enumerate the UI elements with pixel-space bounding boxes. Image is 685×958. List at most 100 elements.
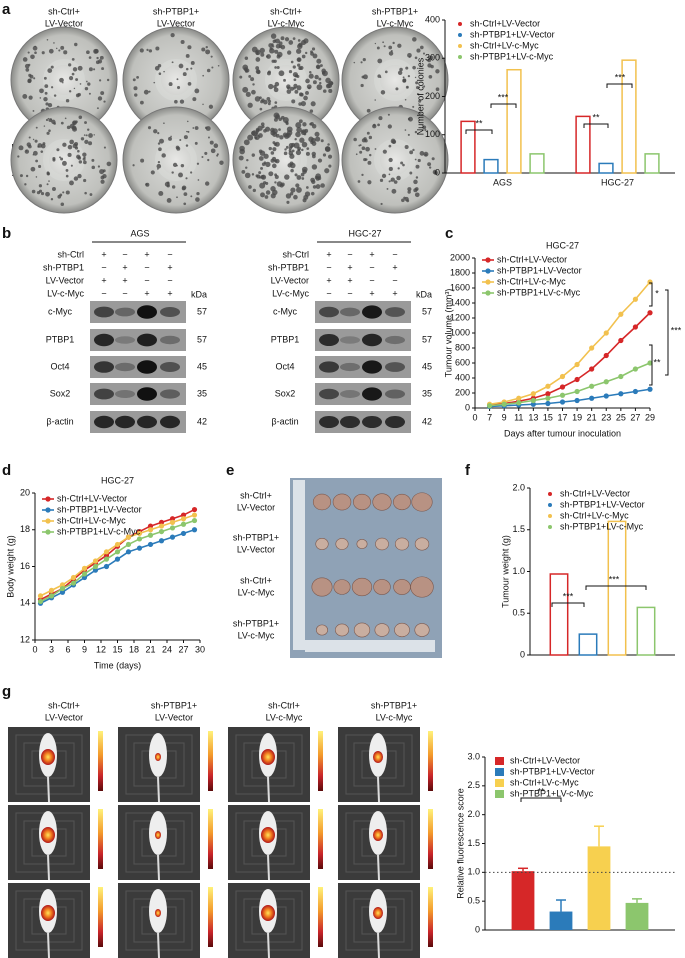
colony — [288, 40, 294, 45]
y-tick-label: 0.5 — [512, 608, 525, 618]
protein-label: β-actin — [46, 416, 73, 426]
bar — [636, 606, 656, 656]
colony — [196, 162, 200, 165]
data-point — [59, 589, 66, 595]
legend-swatch — [495, 779, 504, 787]
panel-label: a — [2, 1, 11, 18]
colony — [312, 80, 317, 85]
colony — [40, 150, 44, 153]
colony — [298, 42, 303, 48]
colony — [79, 83, 82, 85]
legend-marker — [548, 525, 552, 529]
colony — [260, 52, 265, 57]
colony — [250, 77, 255, 82]
x-tick-label: 27 — [178, 644, 188, 654]
colony — [286, 89, 292, 94]
legend-label: sh-Ctrl+LV-Vector — [497, 254, 567, 264]
colony — [302, 122, 307, 127]
blot-band — [94, 333, 114, 347]
colony — [391, 188, 397, 194]
colony — [60, 45, 65, 50]
colony — [73, 176, 79, 181]
colony — [365, 146, 370, 152]
colony — [301, 54, 306, 59]
column-label: sh-Ctrl+ — [268, 700, 300, 710]
colony — [209, 140, 214, 145]
colony — [25, 68, 30, 72]
colony — [18, 145, 24, 151]
colony — [396, 175, 401, 181]
colony — [103, 100, 106, 103]
colony — [280, 44, 286, 50]
colony — [278, 128, 281, 131]
legend-marker — [548, 503, 552, 507]
colony — [69, 180, 74, 186]
color-bar — [98, 731, 103, 791]
y-tick-label: 2.5 — [467, 780, 480, 790]
colony — [303, 132, 307, 136]
colony — [280, 182, 285, 187]
y-tick-label: 800 — [455, 342, 470, 352]
colony — [285, 193, 292, 199]
colony — [83, 134, 86, 136]
colony — [280, 115, 285, 120]
colony — [289, 153, 295, 159]
bar — [644, 153, 660, 174]
colony — [311, 164, 318, 170]
colony — [272, 189, 278, 196]
colony — [43, 125, 46, 127]
colony — [48, 129, 51, 132]
bar — [549, 573, 569, 656]
colony — [412, 37, 417, 42]
condition-sign: − — [326, 262, 331, 272]
colony — [179, 138, 182, 142]
legend-marker — [45, 529, 51, 535]
blot-band — [385, 335, 405, 345]
y-axis-label: Body weight (g) — [5, 535, 15, 598]
colony — [422, 52, 426, 55]
x-tick-label: 21 — [587, 412, 597, 422]
colony — [66, 125, 71, 130]
colony — [77, 156, 82, 160]
condition-sign: − — [167, 249, 172, 259]
colony — [363, 74, 368, 80]
colony — [91, 158, 95, 162]
colony — [28, 73, 32, 77]
bar — [529, 153, 545, 174]
legend-marker — [485, 279, 491, 285]
legend-label: sh-PTBP1+LV-Vector — [497, 265, 582, 275]
colony — [103, 146, 106, 149]
colony — [185, 67, 189, 71]
colony — [290, 60, 294, 64]
legend-label: sh-Ctrl+LV-Vector — [560, 488, 630, 498]
colony — [47, 68, 53, 73]
colony — [89, 193, 93, 196]
legend-label: sh-Ctrl+LV-Vector — [510, 755, 580, 765]
colony — [61, 160, 67, 166]
colony — [176, 85, 181, 90]
column-label: sh-PTBP1+ — [151, 700, 197, 710]
data-point — [647, 386, 653, 392]
colony — [77, 65, 83, 71]
colony — [290, 187, 296, 193]
data-point — [180, 516, 187, 522]
colony — [320, 139, 324, 143]
colony — [210, 55, 213, 58]
data-point — [603, 393, 609, 399]
colony — [306, 186, 309, 189]
significance-bracket — [551, 602, 585, 607]
colony — [53, 94, 57, 97]
data-point — [574, 397, 580, 404]
kda-label: 57 — [197, 334, 207, 344]
colony — [324, 146, 331, 152]
x-tick-label: 15 — [112, 644, 122, 654]
panel-label: b — [2, 225, 11, 242]
colony — [274, 141, 280, 147]
colony — [65, 174, 69, 178]
tumour — [356, 539, 368, 549]
colony — [397, 43, 402, 48]
colony — [435, 87, 440, 92]
colony — [315, 64, 321, 70]
series-line — [489, 281, 651, 406]
colony — [153, 81, 156, 84]
